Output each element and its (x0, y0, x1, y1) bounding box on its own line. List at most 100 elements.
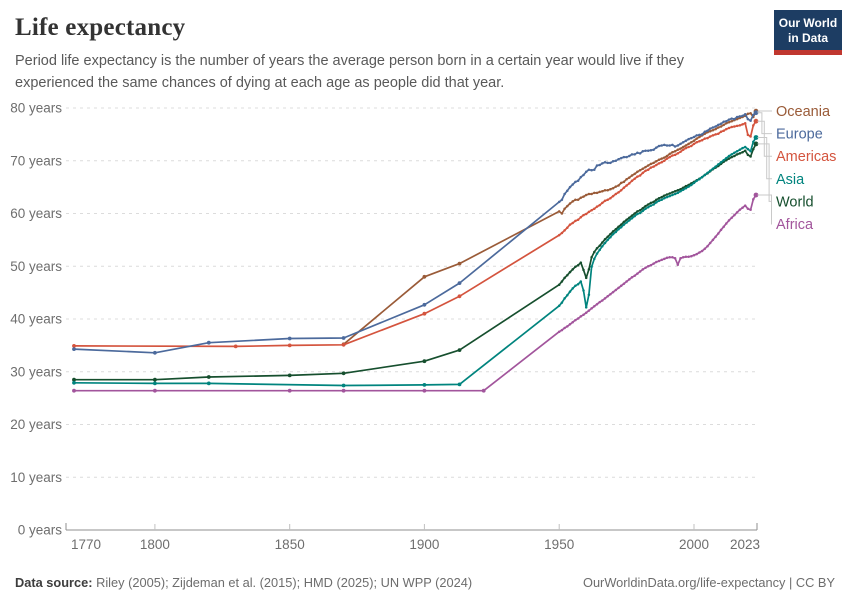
data-point (603, 241, 607, 245)
data-point (72, 388, 76, 393)
data-point (614, 288, 618, 292)
data-point (749, 112, 752, 115)
data-point (749, 150, 752, 153)
data-point (644, 204, 647, 208)
data-point (593, 207, 596, 211)
data-point (668, 256, 671, 259)
data-point (722, 158, 725, 162)
data-point (644, 149, 647, 152)
data-point (673, 190, 677, 193)
series-line-world[interactable] (73, 143, 757, 381)
data-point (735, 115, 739, 119)
data-point (584, 212, 588, 216)
data-point (681, 141, 685, 144)
data-point (582, 313, 585, 317)
y-axis-label: 10 years (10, 470, 62, 485)
data-point (638, 152, 642, 155)
data-point (593, 305, 596, 308)
data-point (622, 186, 626, 189)
data-point (673, 192, 677, 196)
legend-label-europe[interactable]: Europe (776, 127, 823, 143)
data-point (601, 190, 604, 193)
owid-logo[interactable]: Our World in Data (774, 10, 842, 55)
data-point (725, 222, 728, 225)
data-point (593, 257, 596, 261)
data-point (619, 284, 623, 288)
data-point (630, 179, 634, 183)
data-point (673, 153, 677, 157)
data-point (711, 238, 715, 242)
x-axis-label: 1850 (275, 537, 305, 552)
legend-label-americas[interactable]: Americas (776, 149, 836, 165)
data-point (644, 207, 647, 211)
data-point (727, 126, 731, 130)
data-point (652, 161, 655, 165)
data-point (598, 244, 601, 247)
data-point (595, 164, 599, 167)
data-point (743, 145, 747, 149)
footer-link[interactable]: OurWorldinData.org/life-expectancy | CC … (582, 575, 835, 590)
data-point (676, 263, 680, 266)
data-point (641, 150, 645, 153)
data-point (563, 207, 566, 211)
data-point (673, 150, 677, 153)
y-axis-label: 50 years (10, 259, 62, 274)
data-point (579, 261, 583, 264)
data-point (646, 265, 650, 268)
data-point (611, 232, 615, 236)
data-point (422, 311, 427, 316)
data-point (679, 190, 682, 193)
data-point (153, 381, 157, 386)
data-point (341, 342, 346, 347)
data-point (560, 231, 564, 235)
legend-label-world[interactable]: World (776, 194, 814, 210)
data-point (690, 136, 693, 140)
data-point (668, 144, 671, 147)
data-point (730, 153, 733, 156)
data-point (676, 189, 680, 192)
data-point (714, 235, 717, 238)
data-point (676, 191, 680, 195)
data-point (738, 124, 742, 127)
data-point (735, 150, 739, 153)
data-point (584, 306, 588, 309)
data-point (622, 282, 626, 285)
data-point (560, 328, 564, 332)
data-point (568, 270, 572, 274)
data-point (714, 125, 717, 128)
data-point (725, 119, 728, 123)
data-point (625, 177, 628, 181)
series-line-africa[interactable] (73, 194, 757, 392)
data-point (692, 253, 696, 257)
data-point (679, 142, 682, 146)
data-point (644, 165, 647, 169)
data-point (665, 154, 669, 158)
data-point (746, 153, 750, 157)
data-point (708, 135, 712, 138)
series-line-americas[interactable] (73, 120, 757, 348)
data-point (593, 168, 596, 171)
data-point (684, 146, 688, 150)
data-point (730, 155, 733, 159)
legend-label-oceania[interactable]: Oceania (776, 104, 831, 120)
series-europe (72, 110, 759, 355)
data-point (684, 186, 688, 190)
series-africa (72, 192, 759, 393)
data-point (628, 216, 631, 219)
data-point (587, 293, 591, 296)
data-point (703, 247, 707, 251)
data-point (711, 134, 715, 137)
data-point (287, 343, 292, 348)
legend-label-africa[interactable]: Africa (776, 217, 814, 233)
data-point (717, 126, 720, 129)
data-point (153, 377, 157, 382)
data-point (457, 261, 462, 266)
y-axis-label: 20 years (10, 417, 62, 432)
data-point (725, 122, 728, 125)
data-point (743, 204, 747, 207)
series-line-oceania[interactable] (342, 110, 757, 346)
data-source-list: Riley (2005); Zijdeman et al. (2015); HM… (92, 575, 473, 590)
data-point (571, 183, 574, 186)
legend-label-asia[interactable]: Asia (776, 172, 805, 188)
x-axis-label: 2000 (679, 537, 709, 552)
